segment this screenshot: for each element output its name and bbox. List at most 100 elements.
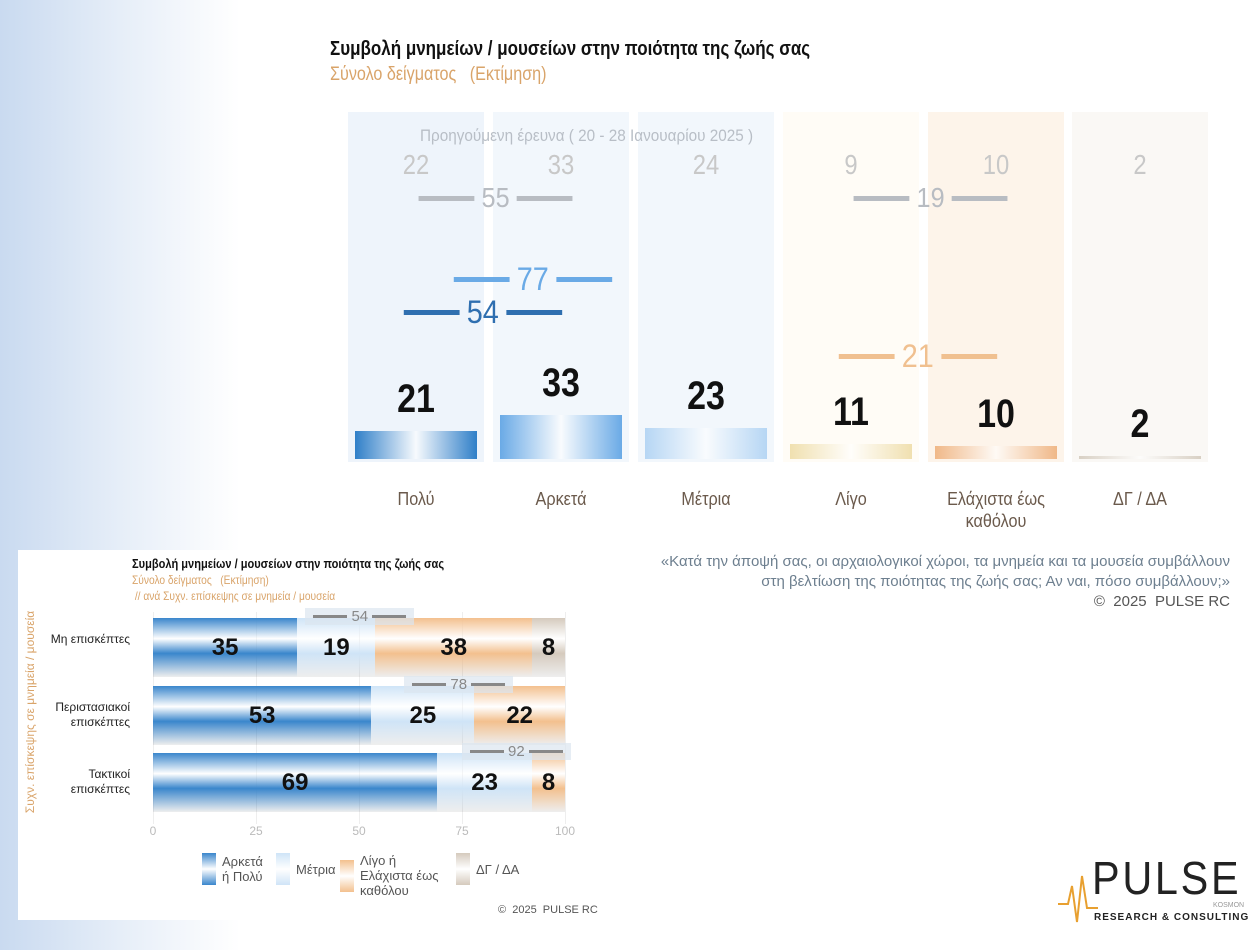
- legend-label: ΔΓ / ΔΑ: [476, 861, 520, 877]
- category-label: Μέτρια: [681, 489, 731, 509]
- legend-label: Αρκετά ή Πολύ: [222, 854, 263, 884]
- net-value: 78: [450, 676, 468, 693]
- legend-swatch: [276, 853, 290, 885]
- value-label: 33: [542, 361, 580, 406]
- bar-0: [355, 431, 477, 459]
- bar-segment: 8: [532, 618, 565, 677]
- bottom-chart-subtitle2: // ανά Συχν. επίσκεψης σε μνημεία / μουσ…: [132, 589, 336, 603]
- row-label: Περιστασιακοί επισκέπτες: [55, 700, 130, 729]
- net-line: [838, 353, 895, 359]
- legend-label: Μέτρια: [296, 861, 336, 877]
- bar-segment: 69: [153, 753, 438, 812]
- x-tick-label: 25: [249, 824, 263, 838]
- value-label: 23: [687, 374, 725, 419]
- value-label: 2: [1130, 402, 1150, 447]
- net-line: [556, 276, 612, 282]
- net-label: 78: [404, 676, 514, 693]
- previous-value-label: 24: [692, 149, 720, 180]
- bar-segment: 23: [437, 753, 533, 812]
- bar-segment: 22: [474, 686, 565, 745]
- net-label: 77: [453, 261, 612, 297]
- net-value: 19: [916, 182, 945, 213]
- net-line: [412, 683, 447, 686]
- net-label: 54: [403, 296, 562, 328]
- row-label: Μη επισκέπτες: [50, 632, 130, 646]
- net-line: [528, 750, 563, 753]
- bar-3: [790, 444, 912, 459]
- bar-segment: 53: [153, 686, 372, 745]
- question-line-2: στη βελτίωση της ποιότητας της ζωής σας;…: [761, 573, 1230, 590]
- gridline: [565, 612, 566, 824]
- question-line-1: «Κατά την άποψή σας, οι αρχαιολογικοί χώ…: [660, 553, 1230, 570]
- previous-value-label: 9: [844, 149, 858, 180]
- net-label: 92: [462, 743, 571, 760]
- value-label: 11: [833, 390, 869, 435]
- previous-value-label: 33: [547, 149, 575, 180]
- net-line: [516, 195, 573, 201]
- bar-4: [935, 445, 1057, 459]
- net-line: [951, 195, 1008, 201]
- legend-label: Λίγο ή Ελάχιστα έως καθόλου: [360, 853, 439, 898]
- net-line: [453, 276, 510, 282]
- legend-swatch: [340, 859, 354, 892]
- legend-swatch: [202, 853, 216, 885]
- legend-item: Λίγο ή Ελάχιστα έως καθόλου: [340, 853, 452, 898]
- column-background: [348, 112, 484, 462]
- category-label: ΔΓ / ΔΑ: [1113, 489, 1167, 509]
- x-tick-label: 100: [554, 824, 576, 838]
- net-value: 55: [481, 182, 510, 213]
- legend-item: ΔΓ / ΔΑ: [456, 853, 526, 885]
- net-line: [853, 195, 910, 201]
- bottom-chart-subtitle: Σύνολο δείγματος (Εκτίμηση): [132, 573, 269, 587]
- previous-value-label: 10: [982, 149, 1010, 180]
- bar-5: [1079, 456, 1201, 459]
- x-tick-label: 50: [352, 824, 366, 838]
- legend-item: Μέτρια: [276, 853, 338, 885]
- row-label: Τακτικοί επισκέπτες: [70, 767, 130, 796]
- net-line: [313, 615, 348, 618]
- bar-2: [645, 428, 767, 459]
- previous-value-label: 22: [402, 149, 430, 180]
- legend-swatch: [456, 853, 470, 885]
- legend-item: Αρκετά ή Πολύ: [202, 853, 268, 885]
- bar-segment: 19: [297, 618, 376, 677]
- net-label: 19: [853, 182, 1008, 214]
- net-label: 54: [305, 608, 415, 625]
- pulse-logo: PULSE KOSMON RESEARCH & CONSULTING: [1058, 855, 1248, 930]
- column-background: [928, 112, 1064, 462]
- net-line: [470, 750, 505, 753]
- net-line: [941, 353, 997, 359]
- category-label: Αρκετά: [535, 489, 587, 509]
- column-background: [493, 112, 629, 462]
- value-label: 21: [397, 377, 435, 422]
- previous-value-label: 2: [1133, 149, 1147, 180]
- category-label: Πολύ: [397, 489, 435, 509]
- x-tick-label: 0: [149, 824, 157, 838]
- value-label: 10: [977, 391, 1015, 436]
- column-background: [783, 112, 919, 462]
- bar-segment: 25: [371, 686, 475, 745]
- category-label: Λίγο: [835, 489, 867, 509]
- previous-survey-label: Προηγούμενη έρευνα ( 20 - 28 Ιανουαρίου …: [420, 126, 754, 145]
- bar-segment: 38: [375, 618, 533, 677]
- net-line: [471, 683, 506, 686]
- bottom-copyright: © 2025 PULSE RC: [498, 904, 598, 916]
- x-tick-label: 75: [455, 824, 469, 838]
- net-value: 21: [901, 338, 934, 374]
- net-value: 54: [351, 608, 369, 625]
- category-label: Ελάχιστα έως καθόλου: [947, 489, 1045, 531]
- net-line: [506, 309, 562, 315]
- bar-segment: 8: [532, 753, 565, 812]
- net-value: 77: [516, 261, 549, 297]
- pulse-wave-icon: [1058, 875, 1098, 923]
- column-background: [1072, 112, 1208, 462]
- net-label: 55: [418, 182, 573, 214]
- bar-segment: 35: [153, 618, 298, 677]
- net-label: 21: [838, 338, 997, 374]
- net-line: [418, 195, 475, 201]
- top-chart-title: Συμβολή μνημείων / μουσείων στην ποιότητ…: [330, 38, 811, 60]
- net-line: [372, 615, 407, 618]
- net-value: 92: [508, 743, 525, 760]
- question-text: «Κατά την άποψή σας, οι αρχαιολογικοί χώ…: [560, 552, 1230, 612]
- copyright: © 2025 PULSE RC: [1093, 593, 1230, 610]
